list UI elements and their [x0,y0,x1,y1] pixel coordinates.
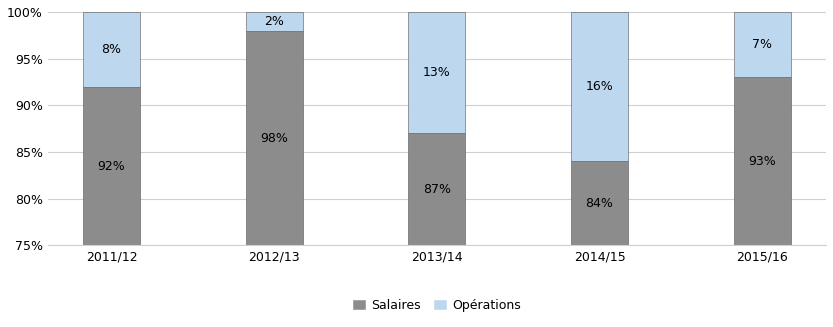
Text: 92%: 92% [97,160,126,173]
Text: 7%: 7% [752,38,772,51]
Text: 2%: 2% [264,15,284,28]
Bar [246,12,302,31]
Bar [83,87,140,327]
Bar [83,12,140,87]
Bar [734,77,791,327]
Text: 98%: 98% [260,131,288,145]
Text: 13%: 13% [423,66,451,79]
Bar [571,162,628,327]
Bar [408,12,466,133]
Bar [246,31,302,327]
Bar [734,12,791,77]
Text: 8%: 8% [102,43,122,56]
Bar [571,12,628,162]
Text: 93%: 93% [748,155,776,168]
Legend: Salaires, Opérations: Salaires, Opérations [347,294,526,317]
Bar [408,133,466,327]
Text: 87%: 87% [423,183,451,196]
Text: 16%: 16% [586,80,613,93]
Text: 84%: 84% [586,197,613,210]
